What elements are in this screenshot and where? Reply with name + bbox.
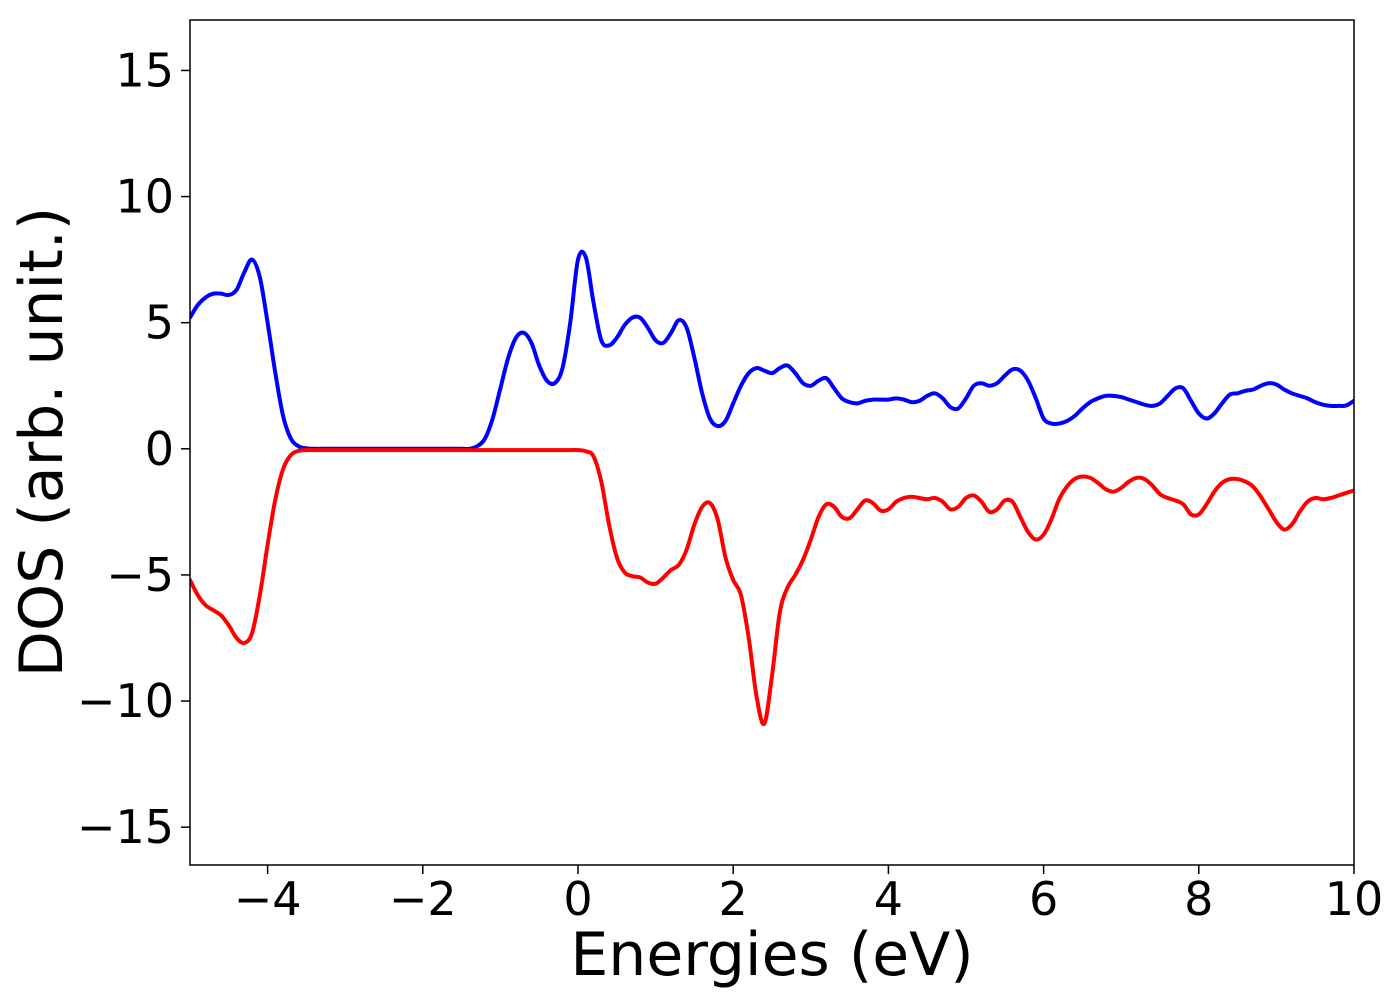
- dos-line: [190, 249, 1354, 451]
- x-tick-label: −4: [234, 872, 302, 926]
- x-tick-label: −2: [389, 872, 457, 926]
- y-tick-label: −5: [106, 548, 174, 602]
- x-tick-label: 10: [1325, 872, 1384, 926]
- x-tick-label: 0: [563, 872, 592, 926]
- x-axis-label: Energies (eV): [570, 920, 973, 990]
- y-axis-label: DOS (arb. unit.): [7, 207, 77, 677]
- y-tick-label: 10: [115, 170, 174, 224]
- x-tick-label: 4: [874, 872, 903, 926]
- y-tick-label: 0: [145, 422, 174, 476]
- plot-frame: [189, 19, 1355, 866]
- y-tick-label: −15: [77, 800, 174, 854]
- x-tick-label: 2: [719, 872, 748, 926]
- dos-line: [190, 447, 1354, 727]
- x-tick-label: 8: [1184, 872, 1213, 926]
- y-tick-label: 15: [115, 43, 174, 97]
- y-tick-label: −10: [77, 674, 174, 728]
- x-tick-label: 6: [1029, 872, 1058, 926]
- y-tick-label: 5: [145, 296, 174, 350]
- plot-area: [190, 249, 1354, 727]
